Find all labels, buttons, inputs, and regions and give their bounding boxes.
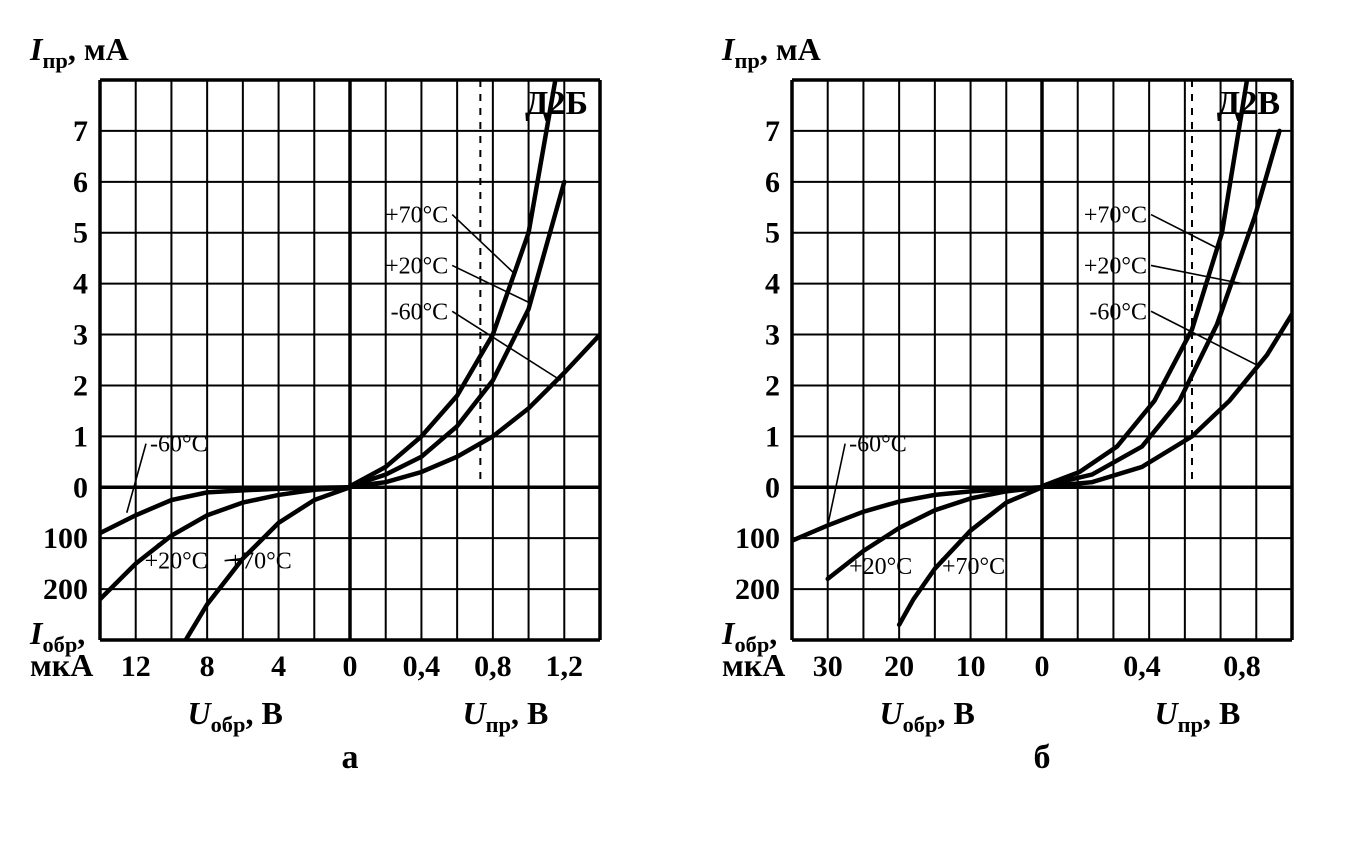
ytick: 4	[765, 268, 780, 301]
page: Д2Б01234567100200128400,40,81,2Iпр, мАIо…	[0, 0, 1364, 853]
axis-label: Uпр, В	[1155, 695, 1241, 737]
temp-label: +70°C	[1084, 203, 1147, 229]
xtick: 20	[884, 650, 914, 683]
leader-line	[452, 311, 561, 380]
ytick: 5	[73, 217, 88, 250]
ytick: 3	[73, 319, 88, 352]
xtick: 0	[343, 650, 358, 683]
temp-label: -60°C	[1089, 299, 1147, 325]
subplot-label: а	[342, 739, 359, 776]
ytick: 4	[73, 268, 88, 301]
ytick: 6	[73, 166, 88, 199]
ytick: 100	[43, 522, 88, 555]
ytick: 0	[765, 471, 780, 504]
ytick: 5	[765, 217, 780, 250]
chart-title: Д2Б	[525, 85, 588, 122]
temp-label: +20°C	[385, 253, 448, 279]
axis-label: мкА	[30, 647, 93, 683]
ytick: 1	[73, 420, 88, 453]
ytick: 100	[735, 522, 780, 555]
xtick: 0,8	[474, 650, 512, 683]
leader-line	[452, 215, 514, 274]
xtick: 12	[121, 650, 151, 683]
ytick: 3	[765, 319, 780, 352]
ytick: 200	[735, 573, 780, 606]
ytick: 6	[765, 166, 780, 199]
temp-label: +70°C	[385, 203, 448, 229]
axis-label: Iпр, мА	[721, 31, 821, 73]
temp-label: +20°C	[145, 549, 208, 575]
temp-label: -60°C	[849, 432, 907, 458]
chart-title: Д2В	[1217, 85, 1280, 122]
ytick: 7	[73, 115, 88, 148]
temp-label: +20°C	[1084, 253, 1147, 279]
axis-label: Uобр, В	[188, 695, 283, 737]
leader-line	[1151, 311, 1257, 365]
axis-label: Uобр, В	[880, 695, 975, 737]
xtick: 0	[1035, 650, 1050, 683]
temp-label: +70°C	[942, 554, 1005, 580]
xtick: 10	[956, 650, 986, 683]
temp-label: +20°C	[849, 554, 912, 580]
xtick: 30	[813, 650, 843, 683]
temp-label: -60°C	[150, 432, 208, 458]
subplot-label: б	[1034, 739, 1051, 776]
leader-line	[828, 444, 845, 526]
xtick: 0,4	[1123, 650, 1161, 683]
ytick: 7	[765, 115, 780, 148]
xtick: 8	[200, 650, 215, 683]
temp-label: +70°C	[229, 549, 292, 575]
axis-label: Uпр, В	[463, 695, 549, 737]
axis-label: мкА	[722, 647, 785, 683]
forward-curve	[1042, 314, 1292, 487]
xtick: 1,2	[546, 650, 584, 683]
ytick: 200	[43, 573, 88, 606]
temp-label: -60°C	[391, 299, 449, 325]
xtick: 4	[271, 650, 286, 683]
xtick: 0,4	[403, 650, 441, 683]
xtick: 0,8	[1223, 650, 1261, 683]
ytick: 0	[73, 471, 88, 504]
axis-label: Iпр, мА	[29, 31, 129, 73]
charts-svg: Д2Б01234567100200128400,40,81,2Iпр, мАIо…	[0, 0, 1364, 853]
ytick: 1	[765, 420, 780, 453]
leader-line	[1151, 265, 1242, 283]
ytick: 2	[73, 369, 88, 402]
ytick: 2	[765, 369, 780, 402]
